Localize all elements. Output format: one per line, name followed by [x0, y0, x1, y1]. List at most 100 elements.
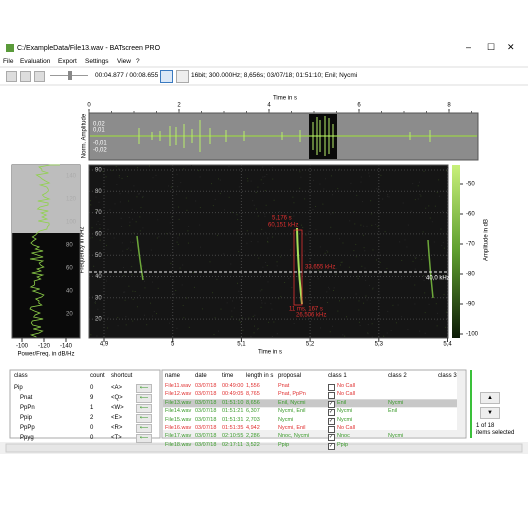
noise: [136, 306, 138, 308]
close-button[interactable]: ✕: [507, 42, 515, 52]
file-cell: File16.wav: [165, 425, 192, 431]
noise: [353, 211, 355, 213]
menu-item[interactable]: Settings: [85, 58, 109, 65]
noise: [267, 237, 269, 239]
noise: [214, 255, 216, 257]
noise: [445, 170, 447, 172]
noise: [96, 335, 98, 337]
noise: [171, 217, 173, 219]
file-cell: 01:51:35: [222, 425, 244, 431]
noise: [246, 242, 248, 244]
noise: [444, 274, 446, 276]
assign-button[interactable]: ⟵: [136, 404, 152, 413]
noise: [157, 219, 159, 221]
file-cell: Nnoc, Nycmi: [278, 433, 310, 440]
class-cell: Pnat: [20, 395, 33, 401]
noise: [360, 181, 362, 183]
class-checkbox[interactable]: ✓: [328, 442, 335, 450]
noise: [209, 261, 211, 263]
noise: [371, 224, 373, 226]
noise: [362, 234, 364, 236]
frequency-marker-label: 40,0 kHz: [426, 276, 450, 282]
move-down-button[interactable]: ▼: [480, 407, 500, 419]
play-button[interactable]: [6, 71, 17, 82]
amplitude-tick-label: -0,02: [93, 148, 107, 154]
noise: [124, 299, 126, 301]
noise: [178, 206, 180, 208]
noise: [266, 264, 268, 266]
noise: [142, 195, 144, 197]
loop-button[interactable]: [34, 71, 45, 82]
selected-row: [163, 399, 457, 408]
noise: [246, 230, 248, 232]
noise: [414, 284, 416, 286]
file-cell: 01:51:21: [222, 408, 244, 415]
menu-item[interactable]: Export: [58, 58, 77, 65]
app-icon: [6, 44, 14, 52]
class-checkbox[interactable]: [328, 384, 335, 391]
noise: [168, 185, 170, 187]
menu-item[interactable]: Evaluation: [20, 58, 51, 65]
noise: [327, 251, 329, 253]
noise: [318, 269, 320, 271]
assign-button[interactable]: ⟵: [136, 434, 152, 443]
noise: [299, 187, 301, 189]
slider-handle[interactable]: [68, 71, 72, 80]
noise: [257, 329, 259, 331]
noise: [344, 335, 346, 337]
noise: [441, 244, 443, 246]
file-cell: Nnoc: [337, 433, 350, 440]
maximize-button[interactable]: ☐: [487, 42, 496, 52]
noise: [292, 196, 294, 198]
noise: [369, 284, 371, 286]
stop-button[interactable]: [20, 71, 31, 82]
noise: [365, 295, 367, 297]
measurement-label: 60,151 kHz: [268, 223, 298, 229]
minimize-button[interactable]: –: [466, 42, 472, 52]
amplitude-tick-label: -0,01: [93, 141, 107, 147]
class-checkbox[interactable]: ✓: [328, 417, 335, 425]
noise: [401, 316, 403, 318]
noise: [126, 248, 128, 250]
file-column-header: class 2: [388, 373, 407, 379]
noise: [438, 195, 440, 197]
noise: [146, 324, 148, 326]
move-up-button[interactable]: ▲: [480, 392, 500, 404]
noise: [240, 321, 242, 323]
noise: [91, 237, 93, 239]
class-checkbox[interactable]: [328, 426, 335, 433]
noise: [418, 181, 420, 183]
noise: [358, 309, 360, 311]
assign-button[interactable]: ⟵: [136, 394, 152, 403]
menu-item[interactable]: File: [3, 58, 14, 65]
noise: [201, 308, 203, 310]
noise: [428, 303, 430, 305]
class-checkbox[interactable]: ✓: [328, 400, 335, 408]
menu-item[interactable]: View: [117, 58, 131, 65]
noise: [248, 317, 250, 319]
file-table-scrollbar: [457, 371, 465, 437]
assign-button[interactable]: ⟵: [136, 384, 152, 393]
noise: [447, 167, 449, 169]
noise: [333, 289, 335, 291]
assign-button[interactable]: ⟵: [136, 424, 152, 433]
noise: [442, 210, 444, 212]
menu-item[interactable]: ?: [136, 58, 140, 65]
noise: [363, 247, 365, 249]
noise: [266, 174, 268, 176]
zoom-button[interactable]: [160, 70, 173, 83]
noise: [128, 247, 130, 249]
noise: [90, 272, 92, 274]
class-checkbox[interactable]: [328, 392, 335, 400]
noise: [424, 292, 426, 294]
window-title: C:/ExampleData/File13.wav - BATscreen PR…: [17, 45, 161, 52]
file-cell: File11.wav: [165, 383, 191, 389]
noise: [177, 237, 179, 239]
class-checkbox[interactable]: ✓: [328, 409, 335, 417]
settings-button[interactable]: [176, 70, 189, 83]
class-checkbox[interactable]: ✓: [328, 434, 335, 442]
class-cell: 0: [90, 425, 94, 431]
power-freq-tick-label: 140: [66, 174, 77, 180]
assign-button[interactable]: ⟵: [136, 414, 152, 423]
